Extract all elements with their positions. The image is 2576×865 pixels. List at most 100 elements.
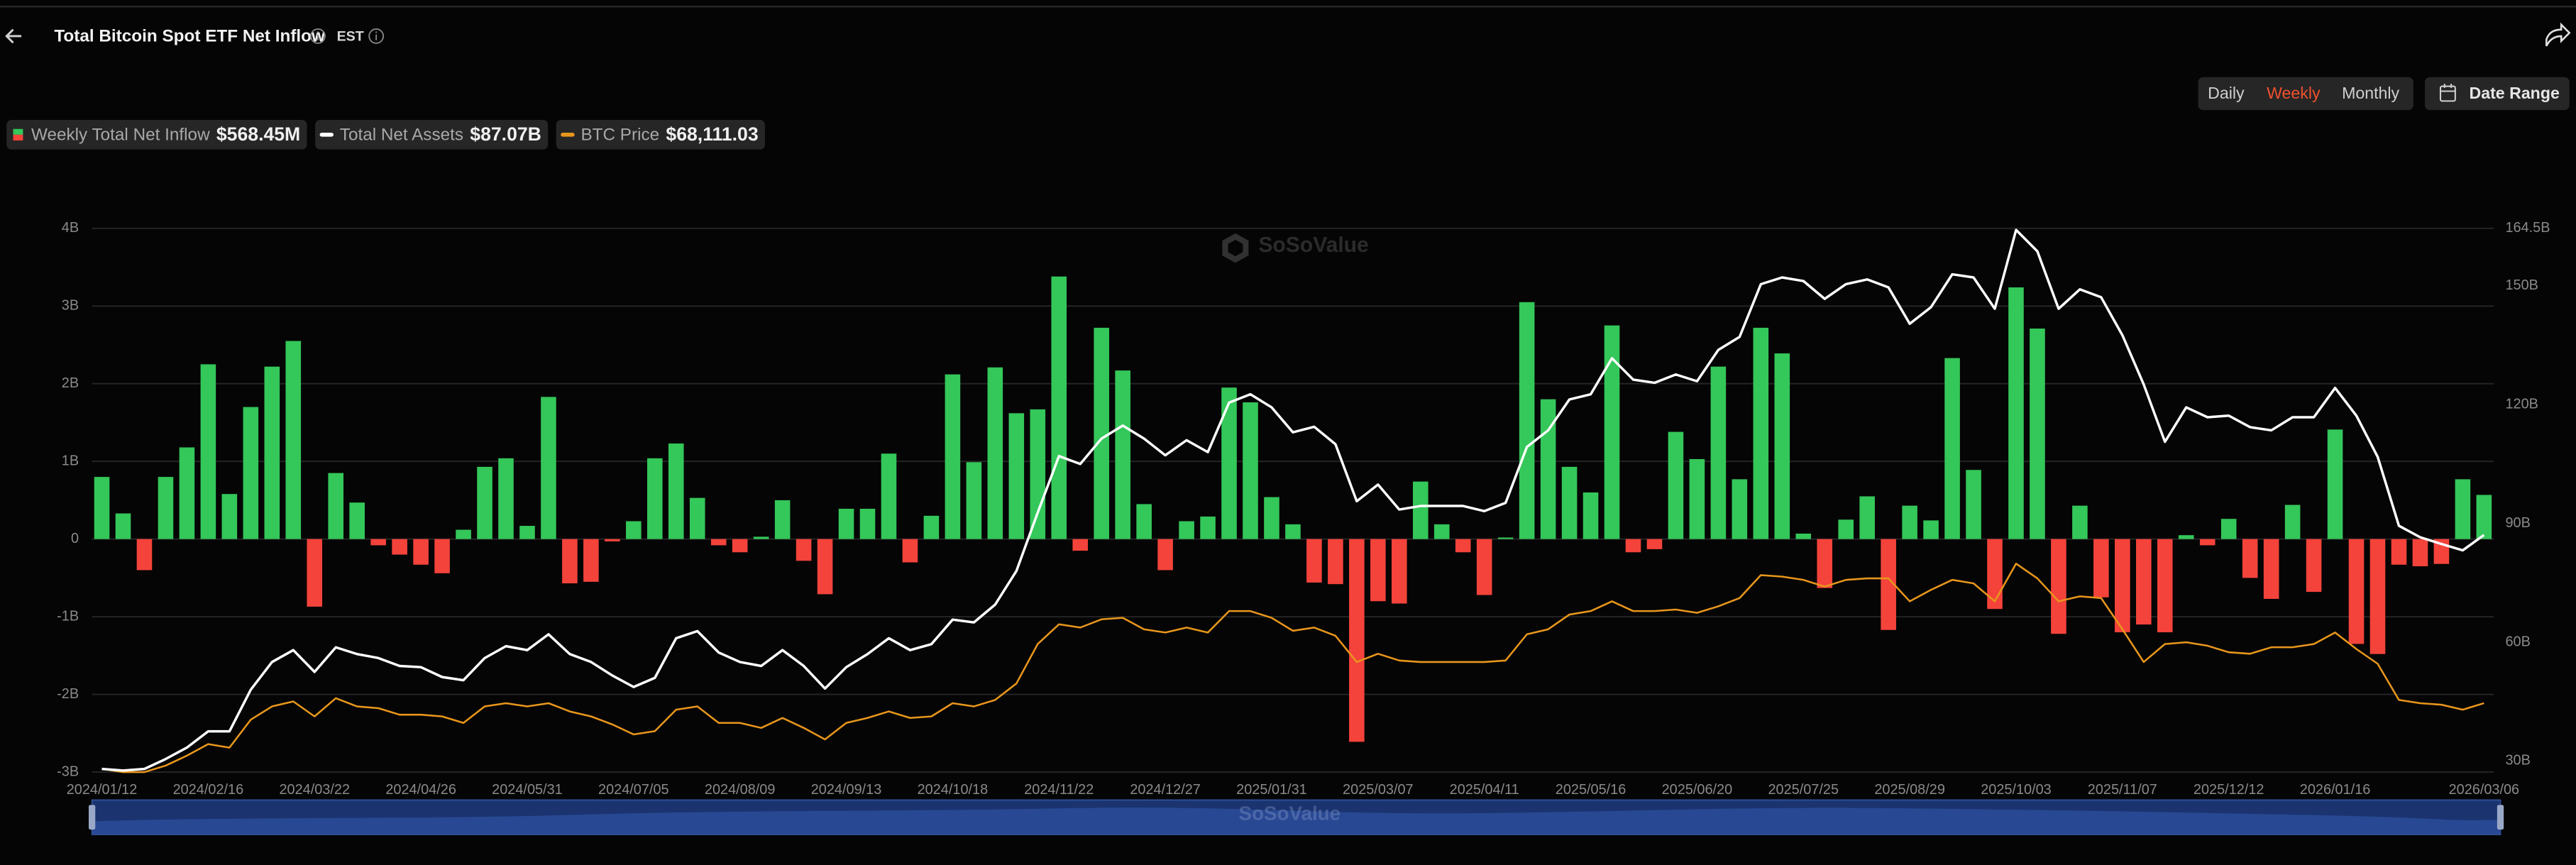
y-tick-label: 4B [62,220,79,236]
period-tab[interactable]: Weekly [2267,84,2321,102]
y-tick-label: -1B [57,608,79,624]
bar [1625,539,1641,553]
bar [2391,539,2407,565]
x-tick-label: 2026/03/06 [2449,782,2520,798]
x-tick-label: 2026/01/16 [2300,782,2371,798]
bar [1455,539,1471,553]
bar [966,462,982,539]
bar [838,508,854,539]
bar [753,536,769,539]
date-range-button[interactable] [2425,77,2570,111]
bar [115,513,131,539]
legend-name: Total Net Assets [340,125,463,144]
bar [1753,327,1769,539]
bar [2263,539,2279,599]
share-button[interactable] [2545,22,2571,47]
y2-tick-label: 90B [2505,515,2530,531]
bar [1412,481,1429,539]
bar [1923,520,1939,539]
bar [1710,366,1727,539]
bar [1902,505,1917,539]
bar [370,539,386,546]
bar [2220,519,2237,539]
legend-item[interactable]: Weekly Total Net Inflow $568.45M [6,120,307,150]
bar [605,539,620,541]
watermark: SoSoValue [1222,233,1369,263]
bar [1243,402,1258,539]
date-range-label[interactable]: Date Range [2470,84,2560,102]
legend-swatch [13,134,23,141]
bar [1157,539,1173,571]
x-tick-label: 2024/03/22 [279,782,350,798]
bar [2072,505,2088,539]
bar [1668,431,1684,539]
bar [1115,370,1130,539]
period-tab[interactable]: Daily [2208,84,2245,102]
bar [94,477,110,539]
legend-item[interactable]: Total Net Assets $87.07B [315,120,549,150]
range-navigator[interactable]: SoSoValue [89,799,2504,835]
bar [2008,287,2024,539]
period-tab[interactable]: Monthly [2342,84,2399,102]
bar [1306,539,1322,583]
x-tick-label: 2025/08/29 [1874,782,1945,798]
bar [2455,479,2471,539]
bar [1349,539,1365,742]
bar [477,466,492,539]
timezone-info-icon[interactable] [368,28,385,44]
info-icon[interactable] [310,28,326,44]
legend-chip [556,120,765,150]
x-tick-label: 2024/09/13 [811,782,882,798]
line [101,563,2484,773]
bar [1987,539,2003,610]
bar [2306,539,2322,593]
bar [136,539,153,571]
bar [1859,496,1875,539]
bar [1646,539,1663,549]
y2-tick-label: 60B [2505,634,2530,649]
timezone: EST [337,28,364,44]
bar [1051,276,1067,539]
navigator-watermark: SoSoValue [1239,803,1341,825]
bar [2157,539,2173,633]
bar [200,364,216,539]
x-tick-label: 2024/11/22 [1024,782,1094,798]
bar [1881,539,1896,630]
bar [1817,539,1833,588]
bar [1966,470,1981,539]
bar [2327,429,2343,539]
bar [179,447,195,539]
bar [1264,497,1279,539]
calendar-icon [2439,84,2456,102]
bar [2136,539,2152,625]
bar [1328,539,1343,585]
bar [2412,539,2428,566]
x-tick-label: 2024/07/05 [598,782,669,798]
bar [1030,409,1046,539]
bar [1497,537,1514,539]
legend-swatch [13,128,23,135]
legend-item[interactable]: BTC Price $68,111.03 [556,120,765,150]
period-switch [2198,77,2413,111]
bar [562,539,578,584]
y-tick-label: 0 [71,531,79,546]
x-tick-label: 2025/07/25 [1768,782,1839,798]
legend: Weekly Total Net Inflow $568.45M Total Net… [6,120,765,150]
back-button[interactable] [5,28,22,44]
period-tabs: Daily Weekly Monthly [2208,84,2399,102]
y-tick-label: 3B [62,298,79,314]
bar [1583,492,1599,539]
x-tick-label: 2025/05/16 [1556,782,1626,798]
bar [774,500,791,539]
legend-value: $568.45M [216,123,300,145]
y-tick-label: 1B [62,453,79,468]
x-tick-label: 2025/04/11 [1450,782,1519,798]
line [101,228,2485,772]
x-tick-label: 2024/04/26 [385,782,456,798]
bar [732,539,748,553]
bar [1285,524,1301,539]
legend-chip [6,120,307,150]
